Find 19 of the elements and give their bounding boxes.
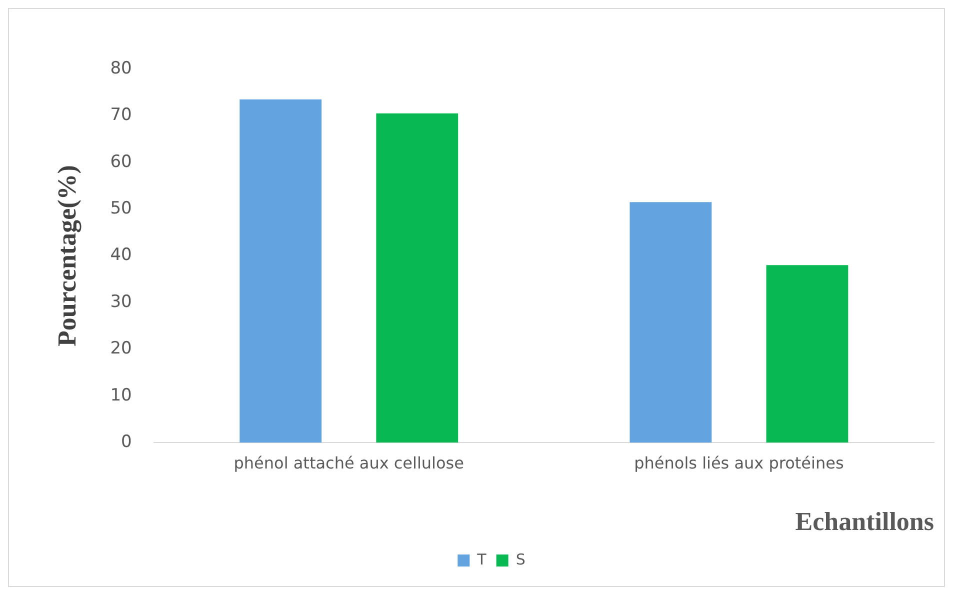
y-tick-label: 40 (110, 245, 132, 266)
y-tick-label: 30 (110, 292, 132, 312)
x-tick-label: phénol attaché aux cellulose (234, 453, 464, 472)
y-axis-title: Pourcentage(%) (52, 165, 82, 347)
y-tick-label: 70 (110, 105, 132, 126)
x-tick-label: phénols liés aux protéines (634, 453, 844, 472)
legend-label: S (516, 550, 526, 568)
bar (630, 202, 712, 443)
legend-label: T (476, 550, 488, 568)
y-tick-label: 50 (110, 198, 132, 219)
bar (240, 99, 322, 443)
y-tick-label: 80 (110, 58, 132, 78)
bar (376, 113, 458, 443)
y-tick-label: 10 (110, 385, 132, 406)
y-tick-label: 20 (110, 338, 132, 359)
y-tick-label: 0 (121, 432, 132, 452)
y-tick-label: 60 (110, 152, 132, 172)
x-axis-title: Echantillons (795, 507, 934, 536)
bar (766, 265, 848, 443)
